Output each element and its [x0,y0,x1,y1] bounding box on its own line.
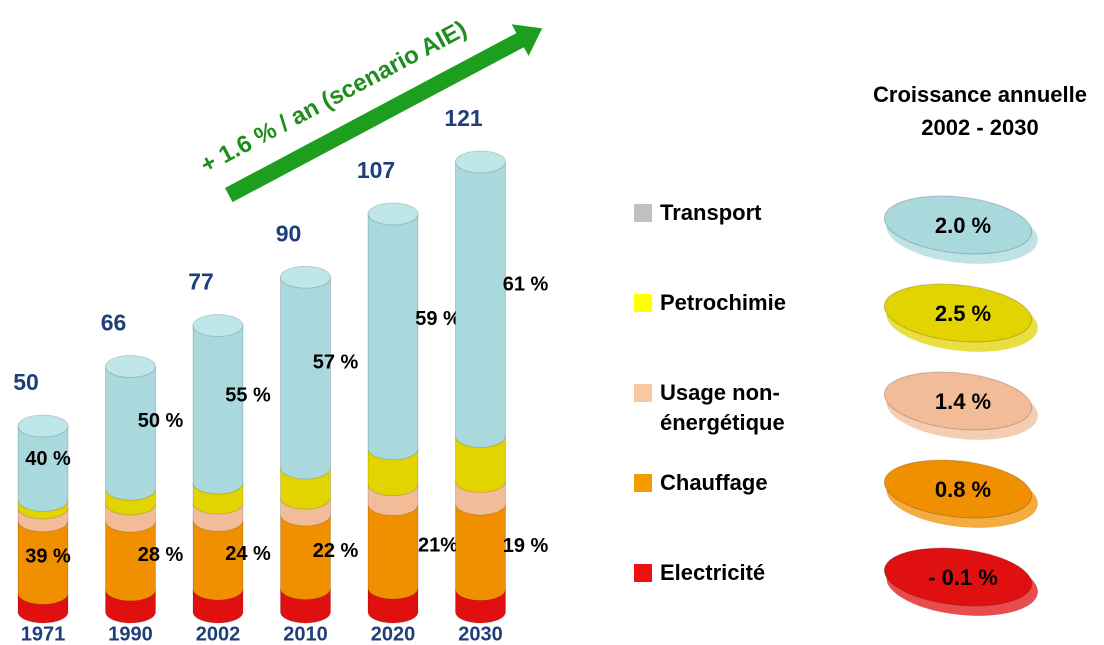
cylinder-segment [105,520,156,602]
value-label: 57 % [313,351,359,373]
total-label: 90 [276,220,302,246]
growth-label: - 0.1 % [928,565,998,590]
x-tick-label: 2030 [458,623,503,645]
total-label: 66 [101,310,127,336]
cylinder-cap [192,314,244,338]
total-label: 121 [444,105,483,131]
growth-ellipse [883,283,1033,343]
annotation: + 1.6 % / an (scenario AIE) [196,15,471,178]
value-label: 59 % [415,308,461,330]
growth-ellipse [883,459,1033,519]
cylinder-segment [280,467,331,510]
cylinder-cap [17,414,69,438]
legend-label-box: Chauffage [660,470,768,495]
growth-ellipse [883,371,1033,431]
legend-label-box: Transport [660,200,762,225]
x-tick-label: 1971 [21,623,66,645]
cylinder-segment [192,325,244,495]
value-label: 40 % [25,448,71,470]
cylinder-segment [455,161,506,448]
legend-label: Transport [660,200,762,225]
legend-label: Usage non-énergétique [660,380,785,435]
growth-ellipse [883,195,1033,255]
cylinder-segment [17,425,69,512]
cylinder-segment [367,213,419,461]
legend-swatch [634,564,652,582]
cylinder-cap [105,354,156,378]
value-label: 28 % [138,544,184,566]
cylinder-cap [455,150,506,174]
total-label: 107 [357,157,395,183]
legend-label-box: Electricité [660,560,766,585]
legend-label: Chauffage [660,470,768,495]
total-label: 77 [188,269,214,295]
value-label: 24 % [225,543,271,565]
value-label: 55 % [225,385,271,407]
legend-label-box: Usage non-énergétique [660,380,785,435]
x-tick-label: 2002 [196,623,241,645]
value-label: 22 % [313,540,359,562]
cylinder-segment [367,504,419,600]
x-tick-label: 1990 [108,623,153,645]
cylinder-segment [17,520,69,605]
legend-label: Electricité [660,560,766,585]
cylinder-segment [455,435,506,493]
x-tick-label: 2010 [283,623,328,645]
cylinder-segment [280,514,331,601]
legend-label: Petrochimie [660,290,786,315]
growth-label: 2.0 % [935,213,991,238]
total-label: 50 [13,369,39,395]
value-label: 21% [418,535,458,557]
cylinder-cap [280,265,331,289]
cylinder-segment [367,448,419,497]
cylinder-segment [280,276,331,480]
value-label: 39 % [25,545,71,567]
value-label: 50 % [138,410,184,432]
legend-swatch [634,204,652,222]
legend-swatch [634,384,652,402]
cylinder-cap [367,202,419,226]
arrow-shape [225,24,543,203]
cylinder-segment [455,503,506,601]
legend-label-box: Petrochimie [660,290,786,315]
x-tick-label: 2020 [371,623,416,645]
legend-title: Croissance annuelle [873,82,1087,107]
growth-label: 2.5 % [935,301,991,326]
legend-title: 2002 - 2030 [921,115,1038,140]
legend-swatch [634,294,652,312]
growth-label: 1.4 % [935,389,991,414]
value-label: 19 % [503,535,549,557]
value-label: 61 % [503,274,549,296]
cylinder-segment [192,519,244,601]
growth-label: 0.8 % [935,477,991,502]
cylinder-segment [105,365,156,501]
legend-swatch [634,474,652,492]
growth-ellipse [883,547,1033,607]
